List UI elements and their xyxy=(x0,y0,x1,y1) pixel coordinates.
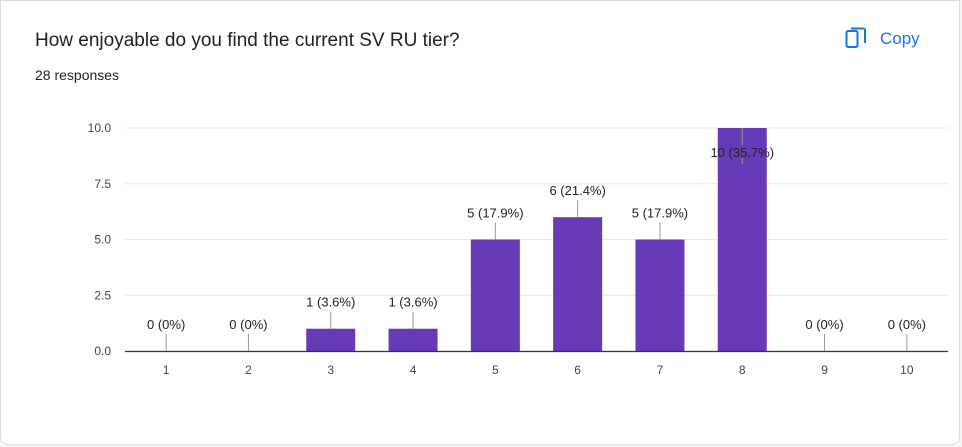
bar[interactable] xyxy=(553,217,603,351)
copy-button[interactable]: Copy xyxy=(844,23,939,55)
y-tick-label: 7.5 xyxy=(94,177,111,191)
data-label: 0 (0%) xyxy=(805,317,843,332)
data-label: 5 (17.9%) xyxy=(632,206,688,221)
x-tick-label: 2 xyxy=(245,363,252,377)
x-tick-label: 1 xyxy=(163,363,170,377)
data-label: 6 (21.4%) xyxy=(549,183,605,198)
x-tick-label: 5 xyxy=(492,363,499,377)
data-label: 0 (0%) xyxy=(229,317,267,332)
data-label: 0 (0%) xyxy=(888,317,926,332)
copy-icon xyxy=(844,27,868,51)
y-tick-label: 10.0 xyxy=(88,121,112,135)
x-tick-label: 3 xyxy=(327,363,334,377)
data-label: 0 (0%) xyxy=(147,317,185,332)
x-tick-label: 8 xyxy=(739,363,746,377)
x-tick-label: 9 xyxy=(821,363,828,377)
y-tick-label: 5.0 xyxy=(94,233,111,247)
question-title: How enjoyable do you find the current SV… xyxy=(35,30,460,51)
bar[interactable] xyxy=(470,239,520,352)
data-label: 1 (3.6%) xyxy=(306,295,355,310)
response-count: 28 responses xyxy=(35,67,120,83)
bar[interactable] xyxy=(717,128,767,351)
y-tick-label: 2.5 xyxy=(94,288,111,302)
bar[interactable] xyxy=(635,239,685,352)
x-tick-label: 10 xyxy=(900,363,914,377)
y-tick-label: 0.0 xyxy=(94,344,111,358)
bar[interactable] xyxy=(306,328,356,351)
copy-label: Copy xyxy=(880,29,920,48)
x-tick-label: 4 xyxy=(410,363,417,377)
x-tick-label: 6 xyxy=(574,363,581,377)
x-tick-label: 7 xyxy=(657,363,664,377)
bar[interactable] xyxy=(388,328,438,351)
data-label: 10 (35.7%) xyxy=(710,145,774,160)
data-label: 5 (17.9%) xyxy=(467,206,523,221)
data-label: 1 (3.6%) xyxy=(388,295,437,310)
